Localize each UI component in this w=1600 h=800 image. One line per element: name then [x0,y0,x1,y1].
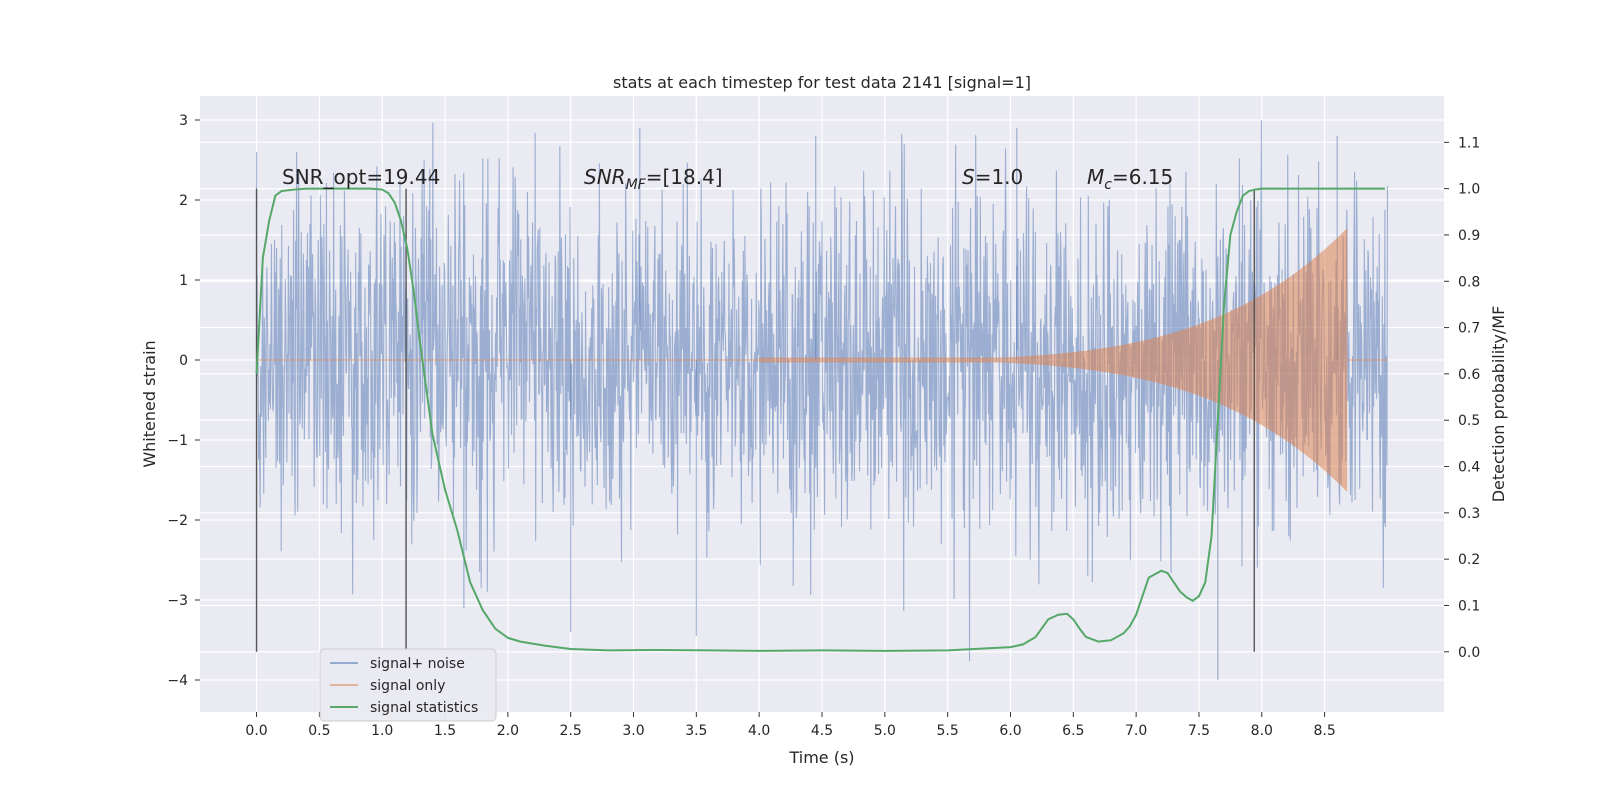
x-tick-label-14: 7.0 [1125,723,1147,739]
y2-tick-label-10: 0.1 [1458,598,1480,614]
y-tick-label-2: 1 [179,273,188,289]
legend: signal+ noise signal only signal statist… [319,648,497,722]
y-tick-label-6: −3 [167,593,188,609]
y2-tick-label-8: 0.3 [1458,506,1480,522]
x-tick-label-9: 4.5 [811,723,833,739]
x-tick-label-11: 5.5 [937,723,959,739]
annotation-s: S=1.0 [962,165,1023,189]
x-tick-label-13: 6.5 [1062,723,1084,739]
y2-tick-label-0: 1.1 [1458,135,1480,151]
y-tick-label-0: 3 [179,113,188,129]
y2-tick-label-9: 0.2 [1458,552,1480,568]
y-tick-label-1: 2 [179,193,188,209]
y2-tick-label-7: 0.4 [1458,460,1480,476]
x-tick-label-0: 0.0 [245,723,267,739]
y2-axis-label: Detection probability/MF [1489,306,1508,503]
x-tick-label-17: 8.5 [1313,723,1335,739]
y2-tick-label-2: 0.9 [1458,228,1480,244]
x-tick-label-12: 6.0 [999,723,1021,739]
x-axis-ticks: 0.0 0.5 1.0 1.5 2.0 2.5 3.0 3.5 4.0 4.5 5.0 5.5 6.0 6… [245,712,1336,739]
y2-tick-label-3: 0.8 [1458,274,1480,290]
legend-box [319,648,497,722]
x-tick-label-7: 3.5 [685,723,707,739]
series-signal-only [256,228,1388,492]
annotation-mc-sub: c [1104,177,1112,193]
legend-label-signal-only: signal only [370,678,445,694]
signal-envelope [759,228,1348,492]
annotation-snr-mf-sub: MF [626,177,647,193]
annotation-s-value: =1.0 [975,165,1024,189]
annotation-mc-value: =6.15 [1112,165,1173,189]
x-tick-label-4: 2.0 [497,723,519,739]
y2-tick-label-11: 0.0 [1458,645,1480,661]
x-tick-label-6: 3.0 [622,723,644,739]
x-tick-label-8: 4.0 [748,723,770,739]
x-tick-label-3: 1.5 [434,723,456,739]
y2-tick-label-1: 1.0 [1458,182,1480,198]
x-axis-label: Time (s) [788,748,854,767]
chart-title: stats at each timestep for test data 214… [613,73,1031,92]
x-tick-label-16: 8.0 [1251,723,1273,739]
y-tick-label-3: 0 [179,353,188,369]
y-tick-label-7: −4 [167,673,188,689]
y-tick-label-5: −2 [167,513,188,529]
x-tick-label-5: 2.5 [560,723,582,739]
x-tick-label-1: 0.5 [308,723,330,739]
statistics-line [255,187,1385,652]
legend-label-signal-statistics: signal statistics [370,700,478,716]
annotation-s-main: S [962,165,975,189]
annotation-mc-main: M [1087,165,1104,189]
y2-tick-label-5: 0.6 [1458,367,1480,383]
x-tick-label-10: 5.0 [874,723,896,739]
y2-tick-label-6: 0.5 [1458,413,1480,429]
annotation-snr-mf-value: =[18.4] [646,165,723,189]
vertical-markers [255,188,1255,652]
noise-trace [256,119,1388,661]
y2-tick-label-4: 0.7 [1458,321,1480,337]
y-tick-label-4: −1 [167,433,188,449]
series-signal-statistics [255,187,1385,652]
annotation-mc: Mc=6.15 [1087,165,1173,193]
x-tick-label-15: 7.5 [1188,723,1210,739]
y2-axis-ticks: 1.1 1.0 0.9 0.8 0.7 0.6 0.5 0.4 0.3 0.2 0.1 0.0 [1444,135,1480,661]
x-tick-label-2: 1.0 [371,723,393,739]
annotation-snr-mf: SNRMF=[18.4] [584,165,723,193]
y-axis-label: Whitened strain [140,340,159,467]
y-axis-ticks: 3 2 1 0 −1 −2 −3 −4 [167,113,200,689]
annotation-snr-opt: SNR_opt=19.44 [282,165,440,189]
legend-label-signal-plus-noise: signal+ noise [370,656,465,672]
annotation-snr-mf-main: SNR [584,165,626,189]
